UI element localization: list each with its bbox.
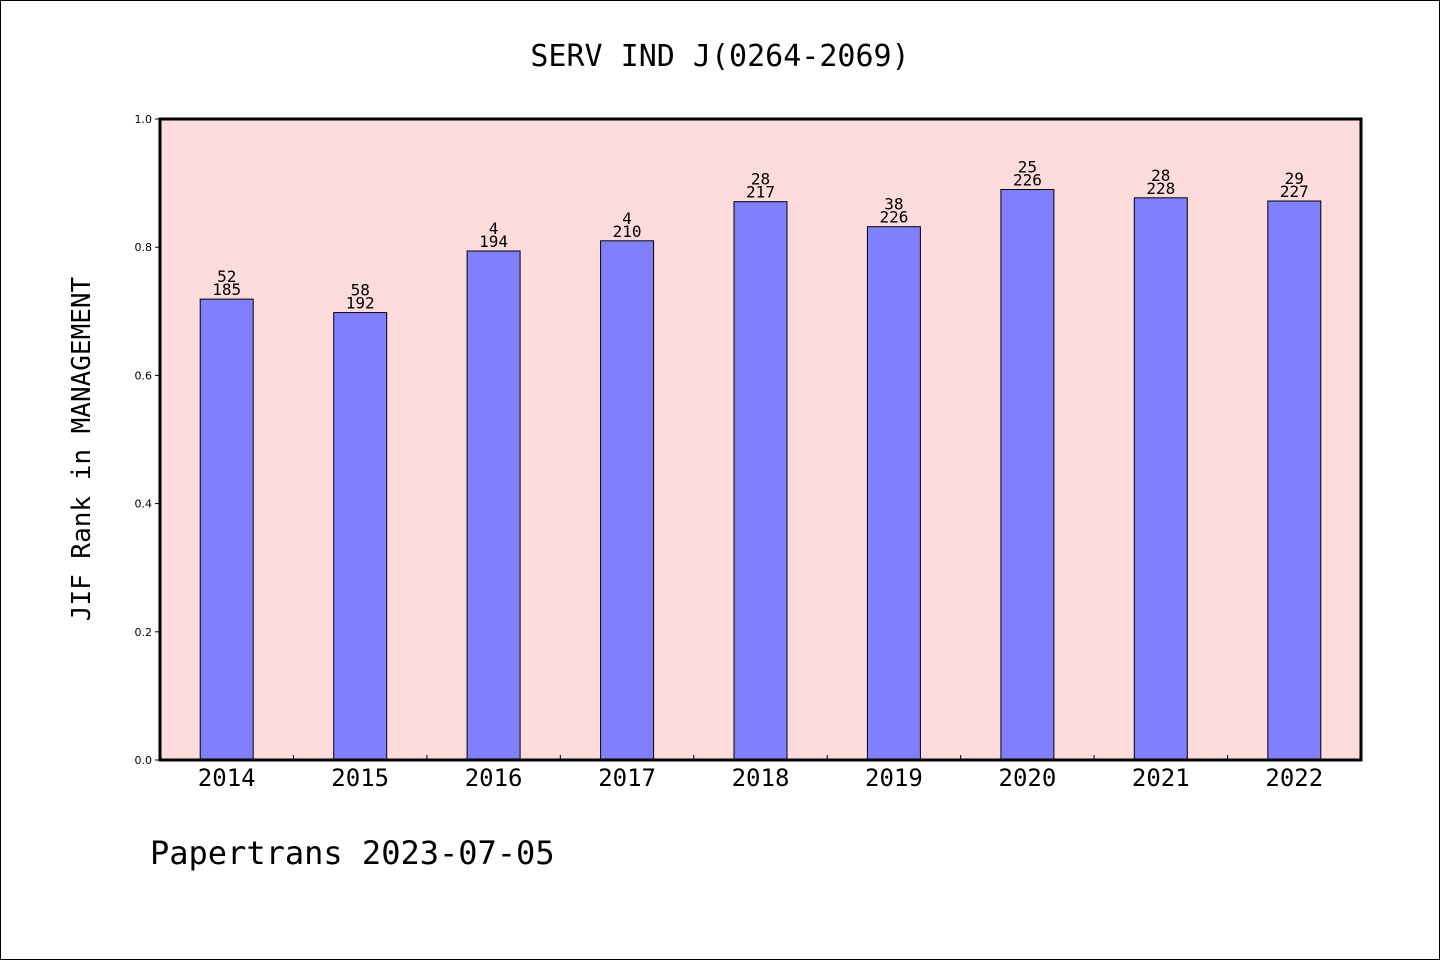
bar-total-label: 227 — [1280, 182, 1309, 201]
x-tick-label: 2022 — [1265, 764, 1323, 792]
bar-rank-label: 4 — [489, 219, 499, 238]
bar-total-label: 226 — [1013, 171, 1042, 190]
bar-rank-label: 29 — [1285, 169, 1304, 188]
bar-2015 — [333, 312, 388, 761]
bar-total-label: 194 — [479, 232, 508, 251]
bar-total-label: 217 — [746, 183, 775, 202]
x-tick-label: 2019 — [865, 764, 923, 792]
bar-total-label: 192 — [346, 294, 375, 313]
bar-2019 — [866, 226, 921, 761]
bar-rank-label: 28 — [751, 170, 770, 189]
y-axis: 0.0 0.2 0.4 0.6 0.8 1.0 — [135, 113, 160, 767]
x-tick-label: 2020 — [999, 764, 1057, 792]
x-tick-label: 2016 — [465, 764, 523, 792]
y-tick-label: 0.4 — [135, 498, 153, 511]
y-tick-label: 0.2 — [135, 626, 153, 639]
y-tick-label: 0.8 — [135, 241, 153, 254]
bar-2018 — [733, 201, 788, 761]
x-tick-label: 2021 — [1132, 764, 1190, 792]
x-tick-label: 2014 — [198, 764, 256, 792]
y-tick-label: 1.0 — [135, 113, 153, 126]
footer-credit: Papertrans 2023-07-05 — [150, 834, 555, 872]
x-tick-label: 2017 — [598, 764, 656, 792]
bar-total-label: 226 — [879, 208, 908, 227]
x-tick-label: 2018 — [732, 764, 790, 792]
bar-2020 — [1000, 189, 1055, 761]
x-axis: 2014 2015 2016 2017 2018 2019 2020 2021 2022 — [198, 755, 1323, 792]
bar-rank-label: 4 — [622, 209, 632, 228]
y-tick-label: 0.0 — [135, 754, 153, 767]
bar-rank-label: 38 — [884, 195, 903, 214]
bar-rank-label: 28 — [1151, 166, 1170, 185]
bar-total-label: 185 — [212, 280, 241, 299]
bar-total-label: 228 — [1146, 179, 1175, 198]
bars-group — [199, 189, 1322, 761]
bar-total-label: 210 — [613, 222, 642, 241]
bar-2016 — [466, 250, 521, 761]
bar-rank-label: 52 — [217, 267, 236, 286]
bar-rank-label: 25 — [1018, 158, 1037, 177]
bar-2021 — [1133, 197, 1188, 761]
y-tick-label: 0.6 — [135, 369, 153, 382]
chart-title: SERV IND J(0264-2069) — [530, 39, 909, 74]
y-axis-label: JIF Rank in MANAGEMENT — [67, 276, 97, 621]
bar-rank-label: 58 — [351, 281, 370, 300]
x-tick-label: 2015 — [331, 764, 389, 792]
bar-2017 — [600, 240, 655, 761]
bar-2022 — [1267, 200, 1322, 761]
plot-border — [158, 117, 1363, 762]
bar-2014 — [199, 298, 254, 761]
